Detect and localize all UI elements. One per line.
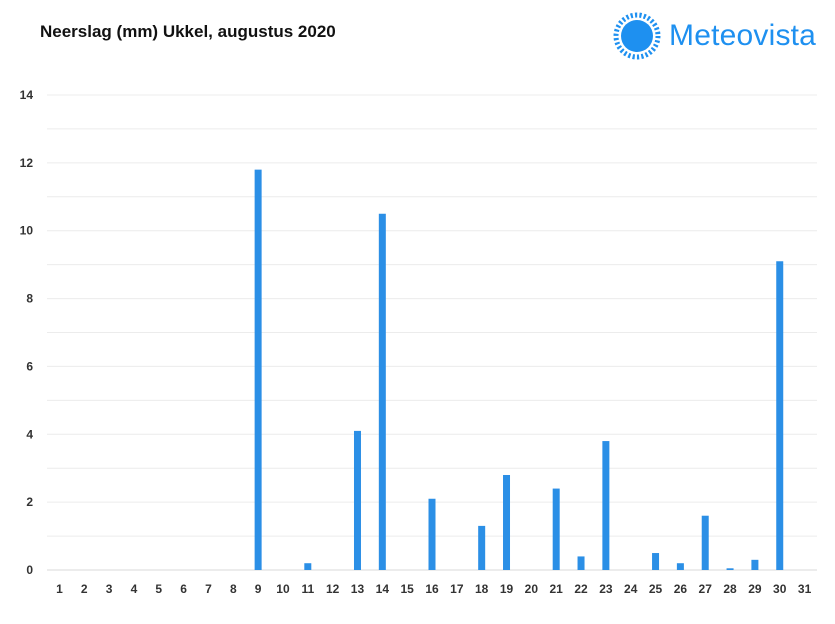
x-tick-label: 13 (351, 582, 365, 596)
bars (254, 169, 784, 570)
x-tick-label: 21 (550, 582, 564, 596)
bar-day-22[interactable] (577, 556, 585, 570)
x-tick-label: 23 (599, 582, 613, 596)
bar-day-25[interactable] (652, 553, 660, 570)
bar-day-27[interactable] (701, 515, 709, 570)
y-tick-label: 4 (26, 427, 33, 441)
chart-title: Neerslag (mm) Ukkel, augustus 2020 (40, 22, 336, 41)
y-tick-label: 0 (26, 563, 33, 577)
y-tick-label: 8 (26, 292, 33, 306)
bar-day-29[interactable] (751, 559, 759, 570)
x-tick-label: 15 (400, 582, 414, 596)
x-tick-label: 18 (475, 582, 489, 596)
x-tick-label: 5 (155, 582, 162, 596)
x-tick-label: 12 (326, 582, 340, 596)
x-tick-label: 9 (255, 582, 262, 596)
bar-day-11[interactable] (304, 563, 312, 570)
x-tick-label: 1 (56, 582, 63, 596)
bar-day-21[interactable] (552, 488, 560, 570)
bar-day-18[interactable] (478, 525, 486, 570)
x-tick-label: 25 (649, 582, 663, 596)
x-tick-label: 7 (205, 582, 212, 596)
sun-icon (613, 12, 661, 60)
x-axis-ticks: 1 2 3 4 5 6 7 8 9 10 11 12 13 14 15 16 17 18 19 20 21 22 23 24 2… (56, 582, 811, 596)
x-tick-label: 4 (131, 582, 138, 596)
y-tick-label: 12 (20, 156, 34, 170)
y-tick-label: 2 (26, 495, 33, 509)
bar-day-26[interactable] (676, 563, 684, 570)
x-tick-label: 27 (699, 582, 713, 596)
grid-lines (47, 94, 817, 571)
x-tick-label: 19 (500, 582, 514, 596)
x-tick-label: 3 (106, 582, 113, 596)
x-tick-label: 22 (574, 582, 588, 596)
x-tick-label: 2 (81, 582, 88, 596)
x-tick-label: 24 (624, 582, 638, 596)
y-tick-label: 6 (26, 359, 33, 373)
bar-day-9[interactable] (254, 169, 262, 570)
y-tick-label: 10 (20, 224, 34, 238)
bar-day-30[interactable] (776, 261, 784, 570)
x-tick-label: 8 (230, 582, 237, 596)
bar-day-14[interactable] (378, 213, 386, 570)
y-axis-ticks: 0 2 4 6 8 10 12 14 (20, 88, 34, 577)
x-tick-label: 28 (723, 582, 737, 596)
x-tick-label: 6 (180, 582, 187, 596)
bar-day-16[interactable] (428, 498, 436, 570)
x-tick-label: 20 (525, 582, 539, 596)
bar-day-19[interactable] (503, 475, 511, 570)
y-tick-label: 14 (20, 88, 34, 102)
x-tick-label: 11 (301, 582, 314, 596)
bar-day-13[interactable] (353, 430, 361, 570)
x-tick-label: 29 (748, 582, 762, 596)
x-tick-label: 17 (450, 582, 464, 596)
x-tick-label: 14 (376, 582, 390, 596)
x-tick-label: 30 (773, 582, 787, 596)
bar-day-23[interactable] (602, 441, 610, 570)
x-tick-label: 16 (425, 582, 439, 596)
x-tick-label: 26 (674, 582, 688, 596)
meteovista-logo[interactable]: Meteovista (611, 6, 816, 66)
logo-text: Meteovista (669, 19, 817, 52)
x-tick-label: 10 (276, 582, 290, 596)
bar-day-28[interactable] (726, 568, 734, 570)
x-tick-label: 31 (798, 582, 812, 596)
